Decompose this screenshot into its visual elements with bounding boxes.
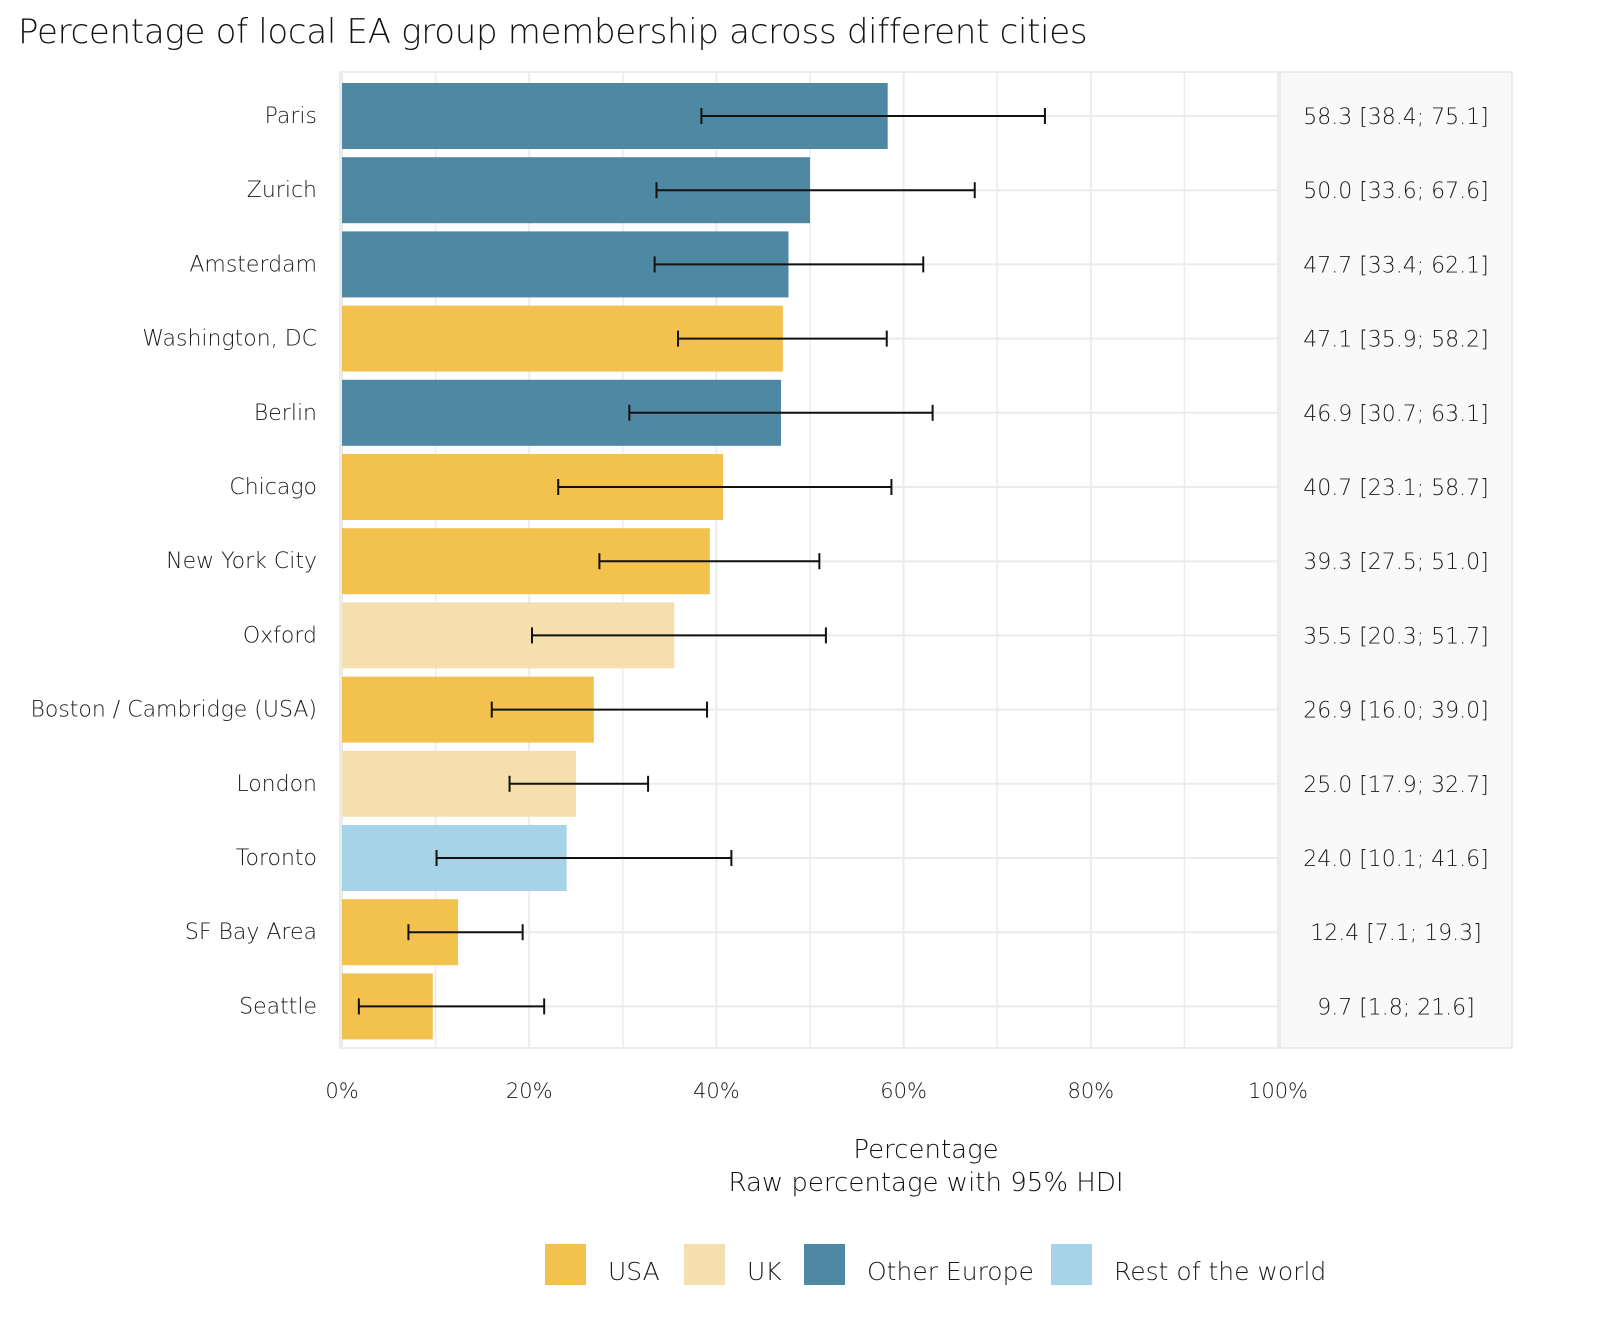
y-axis-label: Berlin: [254, 401, 317, 426]
error-bar: [677, 330, 888, 347]
y-axis-label: New York City: [166, 549, 317, 574]
error-bar: [653, 256, 925, 273]
legend-swatch: [804, 1244, 845, 1285]
chart-title: Percentage of local EA group membership …: [18, 12, 1088, 52]
legend-item: UK: [684, 1244, 782, 1286]
error-bar: [531, 627, 827, 644]
y-axis-label: Boston / Cambridge (USA): [30, 698, 317, 723]
annotation-label: 50.0 [33.6; 67.6]: [1303, 179, 1489, 204]
error-bar: [490, 701, 709, 718]
legend-item: Other Europe: [804, 1244, 1034, 1286]
x-axis-tick-label: 20%: [506, 1079, 553, 1103]
error-bar: [700, 108, 1046, 124]
annotation-label: 46.9 [30.7; 63.1]: [1303, 402, 1489, 427]
legend-label: USA: [608, 1257, 660, 1286]
error-bar: [655, 182, 976, 199]
annotation-label: 47.7 [33.4; 62.1]: [1303, 253, 1489, 278]
legend-label: UK: [747, 1257, 782, 1286]
error-bar: [435, 850, 733, 866]
x-axis-tick-label: 60%: [880, 1079, 927, 1103]
error-bar: [407, 924, 524, 941]
legend-item: USA: [545, 1244, 660, 1286]
legend-label: Rest of the world: [1114, 1257, 1326, 1286]
error-bar: [557, 479, 893, 495]
y-axis-label: Toronto: [236, 846, 317, 871]
y-axis-label: Zurich: [247, 178, 317, 203]
x-axis-tick-label: 0%: [325, 1079, 358, 1103]
annotation-label: 40.7 [23.1; 58.7]: [1303, 476, 1489, 501]
annotation-label: 35.5 [20.3; 51.7]: [1303, 624, 1489, 649]
y-axis-label: Seattle: [239, 994, 317, 1019]
error-bars: [357, 108, 1046, 1015]
legend-swatch: [545, 1244, 586, 1285]
error-bar: [357, 998, 546, 1015]
x-axis-subtitle: Raw percentage with 95% HDI: [728, 1168, 1123, 1198]
x-axis-tick-label: 80%: [1067, 1079, 1114, 1103]
error-bar: [628, 404, 934, 421]
y-axis-label: Chicago: [229, 475, 317, 500]
y-axis-labels: Paris Zurich Amsterdam Washington, DC Berlin…: [30, 104, 317, 1019]
annotation-panel: [1279, 71, 1513, 1049]
legend: USA UK Other Europe Rest of the world: [545, 1244, 1326, 1286]
annotation-labels: 58.3 [38.4; 75.1] 50.0 [33.6; 67.6] 47.7 […: [1303, 105, 1489, 1020]
legend-item: Rest of the world: [1051, 1244, 1326, 1286]
x-axis-title: Percentage: [853, 1135, 998, 1165]
y-axis-label: London: [236, 772, 317, 797]
x-axis-tick-label: 100%: [1248, 1079, 1308, 1103]
x-axis-tick-labels: 0% 20% 40% 60% 80% 100%: [325, 1079, 1308, 1103]
legend-swatch: [684, 1244, 725, 1285]
annotation-label: 24.0 [10.1; 41.6]: [1303, 847, 1489, 872]
annotation-panel-background: [1279, 71, 1513, 1049]
y-axis-label: Oxford: [243, 623, 317, 648]
legend-label: Other Europe: [867, 1257, 1034, 1286]
annotation-label: 47.1 [35.9; 58.2]: [1303, 328, 1489, 353]
annotation-label: 25.0 [17.9; 32.7]: [1303, 773, 1489, 798]
annotation-label: 58.3 [38.4; 75.1]: [1303, 105, 1489, 130]
error-bar: [508, 775, 650, 792]
annotation-label: 12.4 [7.1; 19.3]: [1310, 921, 1482, 946]
annotation-label: 39.3 [27.5; 51.0]: [1303, 550, 1489, 575]
annotation-label: 9.7 [1.8; 21.6]: [1317, 995, 1475, 1020]
annotation-label: 26.9 [16.0; 39.0]: [1303, 699, 1489, 724]
y-axis-label: Washington, DC: [142, 327, 317, 352]
y-axis-label: Amsterdam: [189, 252, 317, 277]
legend-swatch: [1051, 1244, 1092, 1285]
y-axis-label: Paris: [265, 104, 317, 129]
y-axis-label: SF Bay Area: [185, 920, 317, 945]
error-bar: [598, 553, 821, 570]
x-axis-tick-label: 40%: [693, 1079, 740, 1103]
